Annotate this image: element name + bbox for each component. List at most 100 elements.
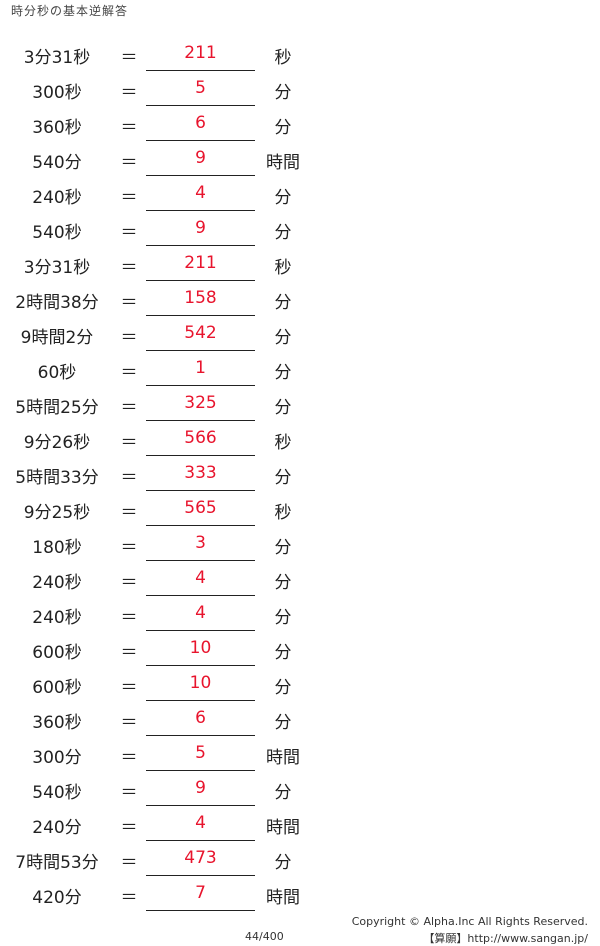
question: 240秒 [32, 608, 82, 628]
equals-sign: ＝ [120, 608, 138, 628]
problem-row: 7時間53分 ＝ 473 分 [0, 848, 600, 892]
equals-sign: ＝ [120, 888, 138, 908]
question: 5時間33分 [15, 468, 99, 488]
question: 240分 [32, 818, 82, 838]
answer: 4 [146, 603, 255, 631]
answer: 5 [146, 743, 255, 771]
equals-sign: ＝ [120, 153, 138, 173]
problem-row: 540分 ＝ 9 時間 [0, 148, 600, 192]
equals-sign: ＝ [120, 468, 138, 488]
answer: 1 [146, 358, 255, 386]
question: 9分26秒 [23, 433, 91, 453]
question: 240秒 [32, 188, 82, 208]
problem-row: 180秒 ＝ 3 分 [0, 533, 600, 577]
unit: 分 [274, 398, 292, 418]
equals-sign: ＝ [120, 573, 138, 593]
copyright: Copyright © Alpha.Inc All Rights Reserve… [351, 915, 588, 928]
answer: 325 [146, 393, 255, 421]
equals-sign: ＝ [120, 48, 138, 68]
unit: 秒 [274, 433, 292, 453]
equals-sign: ＝ [120, 818, 138, 838]
answer: 3 [146, 533, 255, 561]
equals-sign: ＝ [120, 293, 138, 313]
answer: 9 [146, 148, 255, 176]
question: 9分25秒 [23, 503, 91, 523]
unit: 秒 [274, 48, 292, 68]
answer: 6 [146, 708, 255, 736]
problem-row: 60秒 ＝ 1 分 [0, 358, 600, 402]
problem-row: 540秒 ＝ 9 分 [0, 218, 600, 262]
problem-row: 240秒 ＝ 4 分 [0, 568, 600, 612]
question: 420分 [32, 888, 82, 908]
site-url: 【算願】http://www.sangan.jp/ [423, 932, 588, 945]
question: 540秒 [32, 783, 82, 803]
unit: 分 [274, 363, 292, 383]
page-number: 44/400 [245, 930, 284, 943]
problem-row: 9分26秒 ＝ 566 秒 [0, 428, 600, 472]
problem-row: 300分 ＝ 5 時間 [0, 743, 600, 787]
equals-sign: ＝ [120, 328, 138, 348]
unit: 分 [274, 83, 292, 103]
problem-row: 9分25秒 ＝ 565 秒 [0, 498, 600, 542]
unit: 分 [274, 538, 292, 558]
unit: 分 [274, 678, 292, 698]
unit: 分 [274, 223, 292, 243]
unit: 分 [274, 118, 292, 138]
answer: 211 [146, 43, 255, 71]
unit: 秒 [274, 503, 292, 523]
equals-sign: ＝ [120, 748, 138, 768]
problem-row: 3分31秒 ＝ 211 秒 [0, 43, 600, 87]
question: 240秒 [32, 573, 82, 593]
answer: 565 [146, 498, 255, 526]
question: 600秒 [32, 678, 82, 698]
answer: 10 [146, 638, 255, 666]
answer: 7 [146, 883, 255, 911]
problem-row: 420分 ＝ 7 時間 [0, 883, 600, 927]
unit: 時間 [266, 748, 300, 768]
unit: 分 [274, 188, 292, 208]
problem-row: 600秒 ＝ 10 分 [0, 638, 600, 682]
answer: 9 [146, 218, 255, 246]
answer: 10 [146, 673, 255, 701]
equals-sign: ＝ [120, 223, 138, 243]
equals-sign: ＝ [120, 83, 138, 103]
equals-sign: ＝ [120, 188, 138, 208]
answer: 4 [146, 813, 255, 841]
problem-row: 5時間33分 ＝ 333 分 [0, 463, 600, 507]
equals-sign: ＝ [120, 853, 138, 873]
question: 300秒 [32, 83, 82, 103]
equals-sign: ＝ [120, 503, 138, 523]
problem-row: 240分 ＝ 4 時間 [0, 813, 600, 857]
question: 540秒 [32, 223, 82, 243]
answer: 4 [146, 183, 255, 211]
answer: 333 [146, 463, 255, 491]
equals-sign: ＝ [120, 398, 138, 418]
unit: 時間 [266, 888, 300, 908]
answer: 566 [146, 428, 255, 456]
problem-row: 240秒 ＝ 4 分 [0, 183, 600, 227]
question: 360秒 [32, 713, 82, 733]
equals-sign: ＝ [120, 678, 138, 698]
question: 9時間2分 [20, 328, 94, 348]
unit: 秒 [274, 258, 292, 278]
answer: 158 [146, 288, 255, 316]
unit: 分 [274, 783, 292, 803]
problem-row: 240秒 ＝ 4 分 [0, 603, 600, 647]
question: 300分 [32, 748, 82, 768]
problem-row: 2時間38分 ＝ 158 分 [0, 288, 600, 332]
unit: 時間 [266, 153, 300, 173]
unit: 分 [274, 853, 292, 873]
equals-sign: ＝ [120, 258, 138, 278]
question: 60秒 [37, 363, 77, 383]
problem-row: 5時間25分 ＝ 325 分 [0, 393, 600, 437]
question: 5時間25分 [15, 398, 99, 418]
equals-sign: ＝ [120, 118, 138, 138]
unit: 分 [274, 608, 292, 628]
equals-sign: ＝ [120, 433, 138, 453]
unit: 分 [274, 328, 292, 348]
unit: 分 [274, 573, 292, 593]
question: 3分31秒 [23, 258, 91, 278]
problem-row: 9時間2分 ＝ 542 分 [0, 323, 600, 367]
question: 7時間53分 [15, 853, 99, 873]
question: 360秒 [32, 118, 82, 138]
